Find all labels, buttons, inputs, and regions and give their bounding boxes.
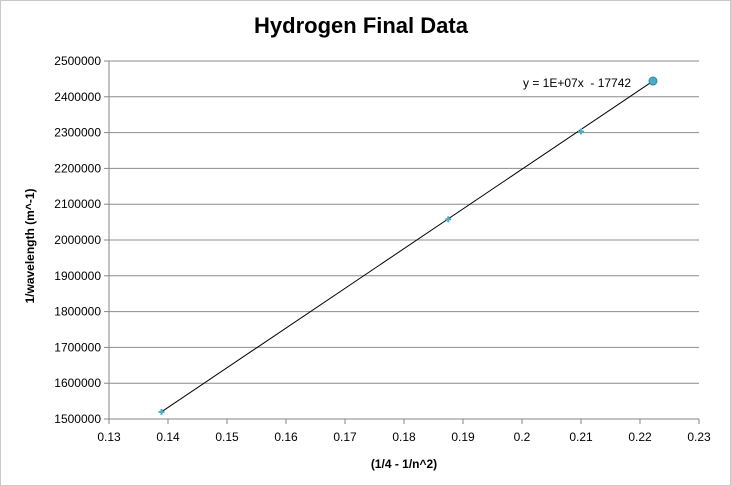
y-tick-labels: 1500000 1600000 1700000 1800000 1900000 20000…	[54, 54, 101, 426]
data-points	[158, 76, 658, 415]
x-tick-label: 0.16	[274, 430, 298, 444]
x-tick-label: 0.23	[687, 430, 711, 444]
data-point	[648, 76, 658, 86]
y-tick-label: 1700000	[54, 340, 101, 354]
y-tick-label: 2000000	[54, 233, 101, 247]
x-tick-label: 0.13	[97, 430, 121, 444]
y-tick-label: 1600000	[54, 376, 101, 390]
x-tick-label: 0.17	[333, 430, 357, 444]
y-tick-label: 2100000	[54, 197, 101, 211]
x-tick-label: 0.19	[451, 430, 475, 444]
x-tick-labels: 0.13 0.14 0.15 0.16 0.17 0.18 0.19 0.2 0.21 0.22 0…	[97, 430, 711, 444]
y-tick-label: 1500000	[54, 412, 101, 426]
chart-title: Hydrogen Final Data	[254, 13, 469, 38]
x-axis-label: (1/4 - 1/n^2)	[371, 457, 437, 471]
x-tick-label: 0.21	[569, 430, 593, 444]
trendline-group	[161, 80, 654, 413]
data-point	[578, 128, 584, 135]
x-tick-label: 0.14	[156, 430, 180, 444]
axes	[104, 60, 700, 424]
y-tick-label: 2400000	[54, 90, 101, 104]
data-point	[445, 216, 452, 223]
y-tick-label: 1900000	[54, 269, 101, 283]
y-tick-label: 1800000	[54, 305, 101, 319]
x-tick-label: 0.18	[392, 430, 416, 444]
gridlines	[109, 60, 699, 384]
trendline-equation: y = 1E+07x - 17742	[523, 76, 631, 90]
x-tick-label: 0.2	[514, 430, 531, 444]
x-tick-label: 0.15	[215, 430, 239, 444]
y-axis-label: 1/wavelength (m^-1)	[23, 188, 37, 303]
y-tick-label: 2300000	[54, 126, 101, 140]
data-point	[158, 408, 165, 415]
y-tick-label: 2200000	[54, 161, 101, 175]
y-tick-label: 2500000	[54, 54, 101, 68]
trendline	[161, 80, 654, 413]
x-tick-label: 0.22	[628, 430, 652, 444]
